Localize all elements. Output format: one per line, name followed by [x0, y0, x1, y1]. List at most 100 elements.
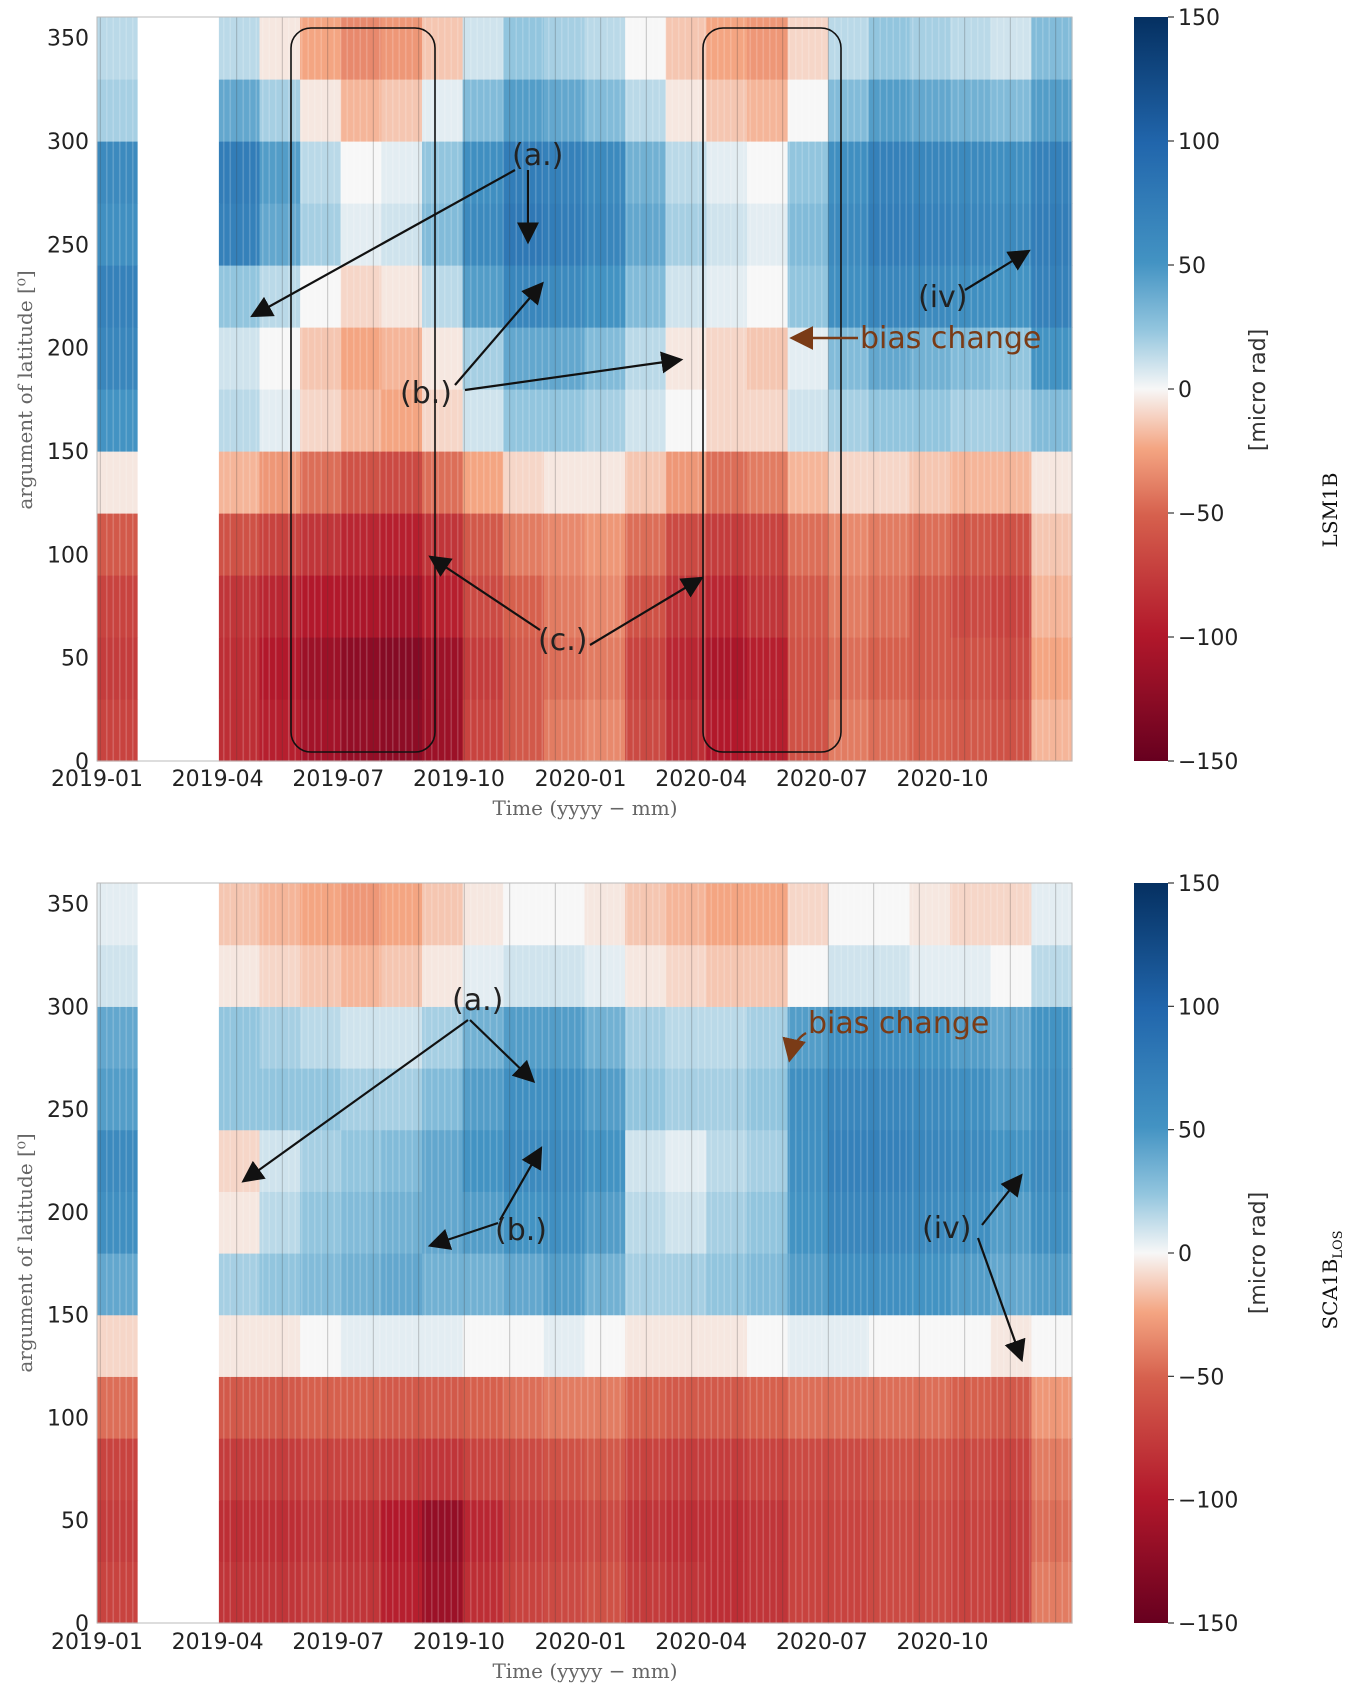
time-stripes — [99, 17, 1070, 761]
heatmap-cell — [178, 327, 220, 390]
heatmap-cell — [950, 141, 992, 204]
annotation-iv: (iv) — [922, 1173, 1026, 1363]
heatmap-cell — [1031, 1006, 1073, 1069]
heatmap-cell — [868, 575, 911, 638]
heatmap-cell — [259, 327, 301, 390]
x-tick-label: 2020-01 — [535, 767, 627, 792]
heatmap-cell — [990, 1006, 1032, 1069]
heatmap-cell — [218, 141, 261, 204]
annotation-label-a: (a.) — [512, 138, 563, 173]
heatmap-cell — [137, 451, 179, 514]
heatmap-cell — [381, 513, 423, 576]
heatmap-cell — [747, 1068, 789, 1131]
heatmap-cell — [747, 265, 789, 328]
heatmap-cell — [950, 327, 992, 390]
heatmap-cell — [909, 79, 951, 142]
heatmap-cell — [950, 1068, 992, 1131]
heatmap-cell — [828, 79, 870, 142]
colorbar — [1134, 17, 1168, 761]
heatmap-cell — [381, 1006, 423, 1069]
heatmap-cell — [625, 203, 667, 266]
heatmap-cell — [340, 1499, 382, 1562]
heatmap-cell — [503, 1561, 545, 1624]
heatmap-cell — [584, 389, 626, 452]
y-tick-label: 250 — [47, 233, 89, 258]
heatmap-cell — [584, 1438, 626, 1501]
y-tick-label: 100 — [47, 1406, 89, 1431]
heatmap-cell — [747, 451, 789, 514]
annotation-bias-change: bias change — [789, 321, 1041, 356]
heatmap-cell — [950, 1438, 992, 1501]
panel-side-label: LSM1B — [1318, 473, 1342, 548]
heatmap-cell — [137, 1499, 179, 1562]
heatmap-cell — [868, 1191, 911, 1254]
heatmap-cell — [828, 1438, 870, 1501]
heatmap-cell — [747, 1129, 789, 1192]
heatmap-cell — [584, 1129, 626, 1192]
heatmap-cell — [300, 883, 342, 946]
annotation-a: (a.) — [241, 983, 536, 1183]
heatmap-cell — [706, 1438, 748, 1501]
colorbar — [1134, 883, 1168, 1623]
heatmap-cell — [1031, 944, 1073, 1007]
heatmap-cell — [462, 79, 504, 142]
heatmap-cell — [137, 1376, 179, 1439]
heatmap-cell — [665, 17, 707, 80]
heatmap-cell — [381, 1191, 423, 1254]
heatmap-cell — [787, 1129, 829, 1192]
heatmap-cell — [747, 575, 789, 638]
heatmap-cell — [137, 141, 179, 204]
x-tick-label: 2020-07 — [776, 1630, 868, 1655]
heatmap-cell — [950, 1253, 992, 1316]
heatmap-cell — [868, 513, 911, 576]
heatmap-cell — [706, 141, 748, 204]
heatmap-cell — [381, 1253, 423, 1316]
heatmap-cell — [137, 637, 179, 700]
heatmap-cell — [300, 1068, 342, 1131]
heatmap-cell — [462, 883, 504, 946]
heatmap-cell — [747, 637, 789, 700]
heatmap-cell — [381, 575, 423, 638]
heatmap-cell — [665, 883, 707, 946]
heatmap-cell — [340, 1006, 382, 1069]
heatmap-cell — [828, 944, 870, 1007]
y-tick-label: 350 — [47, 27, 89, 52]
heatmap-cell — [300, 1438, 342, 1501]
heatmap-cell — [137, 79, 179, 142]
heatmap-cell — [950, 1006, 992, 1069]
heatmap-cell — [828, 575, 870, 638]
heatmap-cell — [462, 575, 504, 638]
heatmap-cell — [584, 1499, 626, 1562]
y-tick-label: 300 — [47, 995, 89, 1020]
heatmap-cell — [218, 1006, 261, 1069]
heatmap-cell — [178, 883, 220, 946]
heatmap-cell — [340, 265, 382, 328]
y-tick-labels: 0 50 100 150 200 250 300 350 — [47, 893, 89, 1637]
heatmap-cell — [828, 1191, 870, 1254]
heatmap-cell — [97, 1376, 139, 1439]
heatmap-cell — [787, 637, 829, 700]
heatmap-cell — [422, 17, 464, 80]
colorbar-tick-label: 50 — [1178, 254, 1206, 279]
heatmap-cell — [381, 265, 423, 328]
heatmap-cell — [990, 1438, 1032, 1501]
heatmap-cell — [990, 637, 1032, 700]
heatmap-cell — [909, 203, 951, 266]
heatmap-cell — [909, 1376, 951, 1439]
heatmap-cell — [990, 1499, 1032, 1562]
heatmap-cell — [97, 141, 139, 204]
heatmap-cell — [706, 17, 748, 80]
heatmap-cell — [747, 203, 789, 266]
heatmap-cell — [137, 513, 179, 576]
heatmap-cell — [747, 327, 789, 390]
heatmap-cell — [909, 637, 951, 700]
heatmap-cell — [625, 1253, 667, 1316]
heatmap-cell — [422, 1129, 464, 1192]
heatmap-cell — [137, 1006, 179, 1069]
heatmap-cell — [178, 1006, 220, 1069]
heatmap-cell — [584, 203, 626, 266]
heatmap-cell — [909, 1191, 951, 1254]
heatmap-cell — [625, 1068, 667, 1131]
heatmap-cell — [828, 1129, 870, 1192]
